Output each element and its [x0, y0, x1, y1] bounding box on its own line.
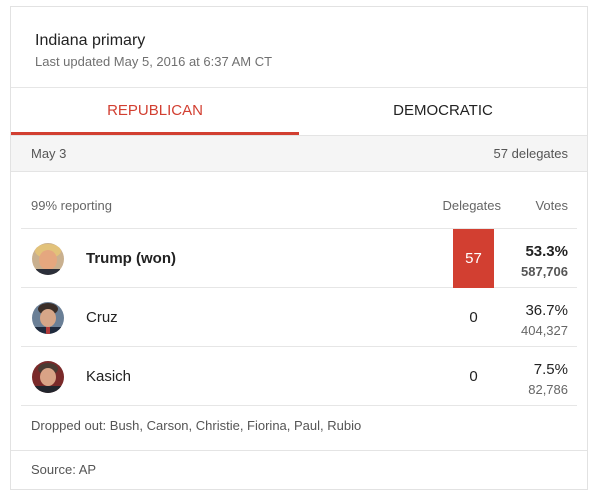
table-row[interactable]: Cruz 0 36.7% 404,327 — [21, 288, 577, 347]
trump-avatar-icon — [32, 243, 64, 275]
dropped-out-note: Dropped out: Bush, Carson, Christie, Fio… — [31, 418, 362, 433]
table-row[interactable]: Trump (won) 57 53.3% 587,706 — [21, 229, 577, 288]
table-row[interactable]: Kasich 0 7.5% 82,786 — [21, 347, 577, 406]
card-header: Indiana primary Last updated May 5, 2016… — [11, 7, 587, 87]
vote-percent: 53.3% — [525, 243, 568, 260]
total-delegates: 57 delegates — [493, 146, 568, 161]
kasich-avatar-icon — [32, 361, 64, 393]
last-updated: Last updated May 5, 2016 at 6:37 AM CT — [35, 54, 273, 69]
source-footer: Source: AP — [11, 450, 587, 489]
candidate-name: Cruz — [86, 309, 118, 326]
results-table: Trump (won) 57 53.3% 587,706 Cruz 0 36.7… — [21, 229, 577, 406]
delegates-won: 0 — [469, 368, 478, 385]
cruz-avatar-icon — [32, 302, 64, 334]
vote-count: 404,327 — [521, 323, 568, 338]
votes-column-header: Votes — [535, 198, 568, 213]
election-card: Indiana primary Last updated May 5, 2016… — [10, 6, 588, 490]
source-label: Source: AP — [31, 462, 97, 477]
vote-count: 587,706 — [521, 264, 568, 279]
page-title: Indiana primary — [35, 32, 146, 49]
vote-percent: 7.5% — [533, 361, 568, 378]
delegates-won-badge: 57 — [453, 229, 494, 288]
vote-count: 82,786 — [528, 382, 568, 397]
tab-democratic[interactable]: DEMOCRATIC — [393, 102, 493, 119]
reporting-status: 99% reporting — [31, 198, 112, 213]
date-bar: May 3 57 delegates — [11, 135, 587, 172]
candidate-name: Kasich — [86, 368, 132, 385]
results-header: 99% reporting Delegates Votes — [21, 181, 577, 229]
tab-republican[interactable]: REPUBLICAN — [11, 88, 299, 135]
vote-percent: 36.7% — [525, 302, 568, 319]
election-date: May 3 — [31, 146, 67, 161]
delegates-won: 0 — [469, 309, 478, 326]
candidate-name: Trump (won) — [86, 250, 176, 267]
party-tabs: REPUBLICAN DEMOCRATIC — [11, 87, 587, 135]
delegates-column-header: Delegates — [442, 198, 501, 213]
